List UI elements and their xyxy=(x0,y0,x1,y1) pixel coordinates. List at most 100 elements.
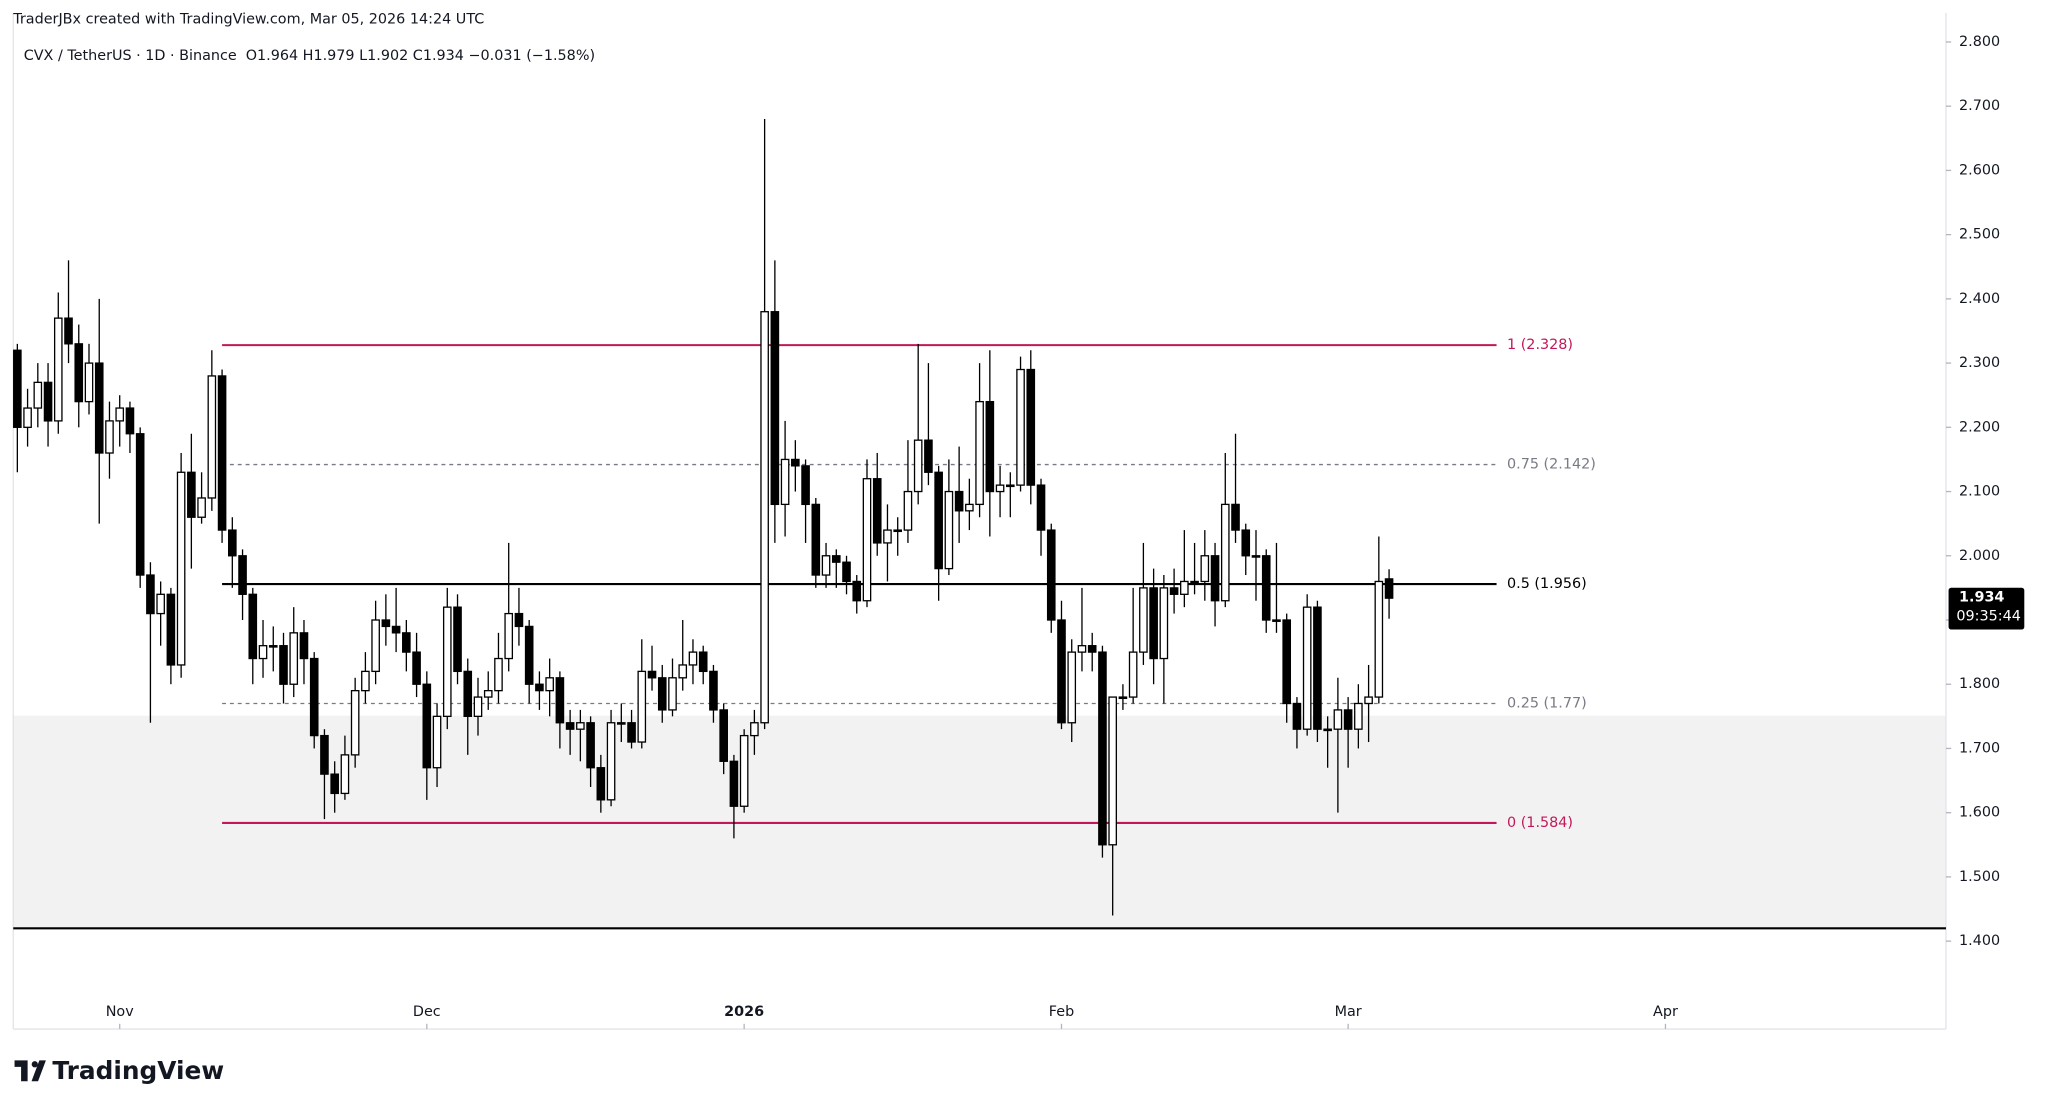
candle-body xyxy=(1220,503,1230,602)
candle-body xyxy=(1118,696,1128,700)
brand-logo: TradingView xyxy=(14,1056,224,1085)
candle-body xyxy=(862,478,872,602)
candle-body xyxy=(23,407,32,428)
candle-body xyxy=(125,407,135,435)
candle-body xyxy=(228,529,237,557)
candle-body xyxy=(934,471,943,570)
candle-body xyxy=(1128,651,1138,698)
candle-body xyxy=(944,490,954,570)
candle-body xyxy=(1036,484,1046,531)
candle-body xyxy=(637,670,647,743)
candle-body xyxy=(954,490,964,512)
candle-body xyxy=(330,773,339,795)
candle-body xyxy=(1200,555,1210,583)
candle-body xyxy=(545,677,554,692)
y-tick-label: 2.600 xyxy=(1959,162,2000,178)
candle-body xyxy=(1241,529,1251,557)
candle-body xyxy=(187,471,196,518)
candle-body xyxy=(1016,368,1025,486)
candle-body xyxy=(729,760,739,807)
candle-body xyxy=(166,593,176,666)
price-tag-value: 1.934 xyxy=(1959,590,2004,606)
candle-body xyxy=(176,471,186,666)
y-tick-label: 2.200 xyxy=(1959,419,2000,435)
symbol: CVX / TetherUS · 1D · Binance xyxy=(24,48,237,64)
level-label: 0.75 (2.142) xyxy=(1507,457,1596,473)
level-label: 0.25 (1.77) xyxy=(1507,695,1587,711)
candle-body xyxy=(586,722,595,769)
x-tick-label: Nov xyxy=(106,1004,135,1020)
candle-body xyxy=(647,670,657,679)
candle-body xyxy=(596,767,606,801)
candle-body xyxy=(1354,702,1363,730)
y-tick-label: 2.400 xyxy=(1959,291,2000,307)
candle-body xyxy=(1251,555,1261,558)
y-tick-label: 2.300 xyxy=(1959,355,2000,371)
candle-body xyxy=(524,625,534,685)
candle-body xyxy=(698,651,708,673)
candle-body xyxy=(483,689,493,698)
ohlc-legend: O1.964 H1.979 L1.902 C1.934 −0.031 (−1.5… xyxy=(246,48,595,64)
candle-body xyxy=(258,645,268,660)
candle-body xyxy=(801,465,810,506)
x-tick-label: 2026 xyxy=(724,1004,764,1020)
candle-body xyxy=(842,561,851,583)
candle-body xyxy=(831,555,841,563)
candle-body xyxy=(402,632,411,653)
candle-body xyxy=(248,593,258,660)
candle-body xyxy=(350,689,360,756)
candle-body xyxy=(1006,484,1015,488)
candle-body xyxy=(156,593,165,615)
candle-body xyxy=(340,754,350,795)
candle-body xyxy=(1261,555,1271,621)
candle-body xyxy=(1159,587,1169,660)
candle-body xyxy=(688,651,698,666)
candle-body xyxy=(442,606,452,717)
candle-body xyxy=(1384,578,1394,599)
candle-body xyxy=(1190,580,1199,584)
candle-body xyxy=(1139,587,1148,653)
candle-body xyxy=(279,645,288,685)
candle-body xyxy=(1374,580,1384,698)
candle-body xyxy=(1343,709,1353,730)
y-tick-label: 2.700 xyxy=(1959,98,2000,114)
candle-body xyxy=(197,497,206,518)
candle-body xyxy=(1098,651,1107,846)
candle-body xyxy=(821,555,831,576)
candle-body xyxy=(238,555,247,595)
candle-body xyxy=(1077,645,1087,653)
candle-body xyxy=(504,612,514,660)
candle-body xyxy=(1231,503,1240,531)
candle-body xyxy=(453,606,462,673)
candle-body xyxy=(678,664,688,679)
price-tag xyxy=(1948,587,2025,630)
candle-body xyxy=(872,478,882,544)
candle-body xyxy=(709,670,718,711)
candle-body xyxy=(657,677,667,711)
candle-body xyxy=(606,722,616,801)
y-tick-label: 1.600 xyxy=(1959,805,2000,821)
candle-body xyxy=(422,683,432,769)
y-tick-label: 2.100 xyxy=(1959,484,2000,500)
candle-body xyxy=(74,343,84,403)
candle-body xyxy=(627,722,636,743)
candle-body xyxy=(852,580,862,602)
candle-body xyxy=(1210,555,1220,602)
candle-body xyxy=(309,657,319,737)
candle-body xyxy=(1067,651,1077,724)
price-tag-countdown: 09:35:44 xyxy=(1956,608,2020,624)
candle-body xyxy=(43,381,53,422)
candle-body xyxy=(94,362,104,454)
candle-body xyxy=(64,317,73,345)
candle-body xyxy=(13,349,22,428)
y-tick-label: 1.400 xyxy=(1959,933,2000,949)
candle-body xyxy=(760,311,769,724)
candle-body xyxy=(1313,606,1322,730)
candle-body xyxy=(965,503,974,512)
level-label: 1 (2.328) xyxy=(1507,337,1573,353)
candle-body xyxy=(412,651,421,685)
candle-body xyxy=(33,381,43,409)
candle-body xyxy=(1282,619,1292,705)
zone xyxy=(13,715,1946,928)
candle-body xyxy=(217,375,227,531)
